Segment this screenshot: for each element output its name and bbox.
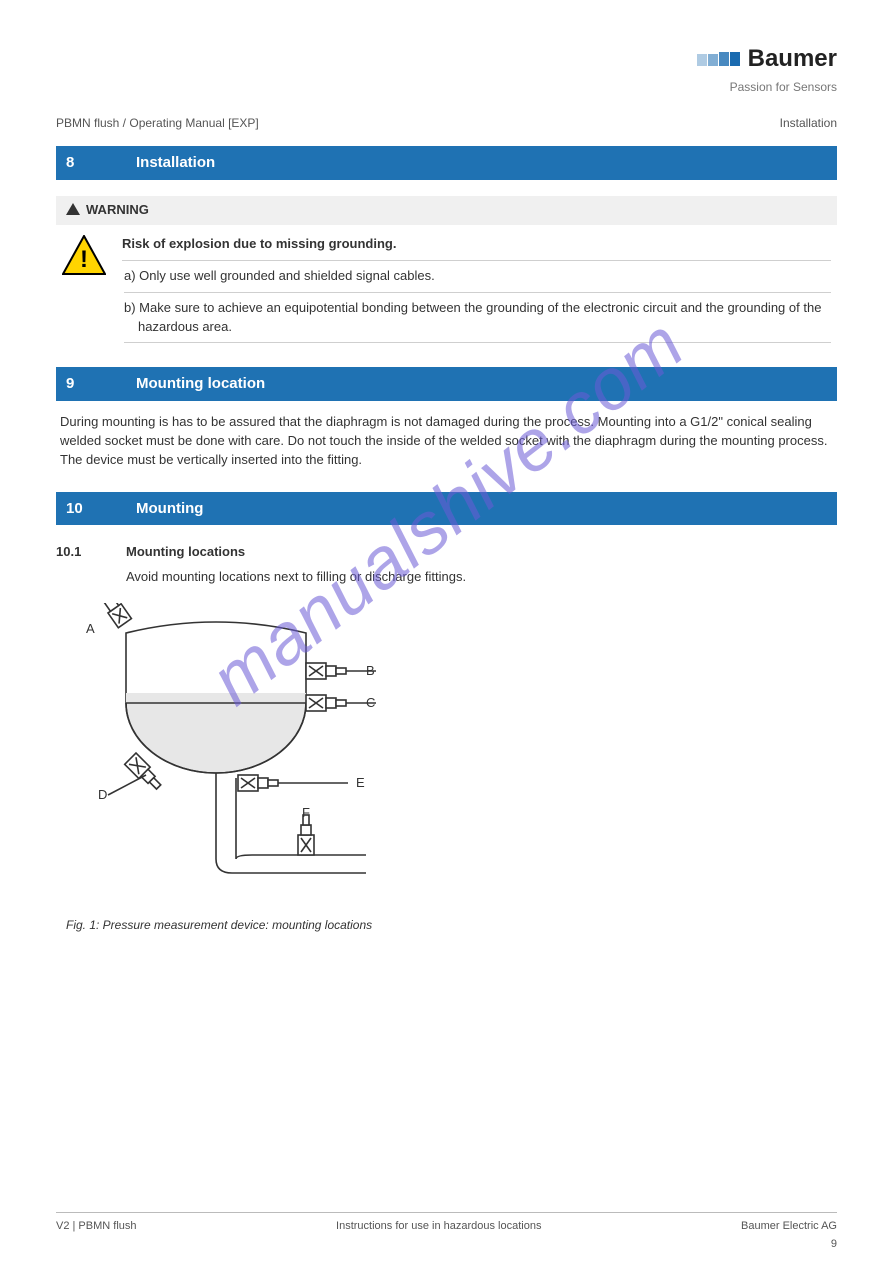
warning-title: Risk of explosion due to missing groundi… — [122, 235, 831, 254]
figure-label-b: B — [366, 663, 375, 678]
warning-triangle-icon: ! — [62, 235, 106, 275]
subsection-mounting-locations: 10.1Mounting locations — [56, 543, 837, 562]
figure-label-d: D — [98, 787, 107, 802]
section-number: 8 — [66, 152, 136, 174]
section-mounting-bar: 10Mounting — [56, 492, 837, 526]
warning-heading: WARNING — [56, 196, 837, 225]
svg-text:!: ! — [80, 246, 88, 273]
mounting-location-text: During mounting is has to be assured tha… — [56, 413, 837, 470]
figure-label-e: E — [356, 775, 365, 790]
page-footer: V2 | PBMN flush Instructions for use in … — [56, 1212, 837, 1235]
brand-tagline: Passion for Sensors — [697, 79, 837, 96]
warning-bullet-a: Only use well grounded and shielded sign… — [124, 261, 831, 293]
breadcrumb-right: Installation — [780, 115, 837, 132]
breadcrumb-left: PBMN flush / Operating Manual [EXP] — [56, 115, 259, 132]
section-title: Mounting — [136, 500, 203, 517]
section-title: Installation — [136, 154, 215, 171]
brand-logo: Baumer Passion for Sensors — [697, 42, 837, 96]
warning-triangle-small-icon — [66, 203, 80, 215]
subsection-text: Avoid mounting locations next to filling… — [56, 568, 837, 587]
section-number: 9 — [66, 373, 136, 395]
brand-name: Baumer — [748, 42, 837, 77]
footer-right: Baumer Electric AG — [741, 1219, 837, 1235]
footer-left: V2 | PBMN flush — [56, 1219, 137, 1235]
section-installation-bar: 8Installation — [56, 146, 837, 180]
page-number: 9 — [831, 1237, 837, 1253]
warning-bullet-b: Make sure to achieve an equipotential bo… — [124, 293, 831, 344]
section-number: 10 — [66, 498, 136, 520]
mounting-locations-figure: A B C D E F — [66, 603, 376, 903]
figure-caption: Fig. 1: Pressure measurement device: mou… — [66, 918, 372, 932]
figure-label-f: F — [302, 805, 310, 820]
figure-label-a: A — [86, 621, 95, 636]
footer-center: Instructions for use in hazardous locati… — [336, 1219, 541, 1235]
logo-bars — [697, 52, 740, 66]
section-title: Mounting location — [136, 375, 265, 392]
figure-label-c: C — [366, 695, 375, 710]
section-mounting-location-bar: 9Mounting location — [56, 367, 837, 401]
